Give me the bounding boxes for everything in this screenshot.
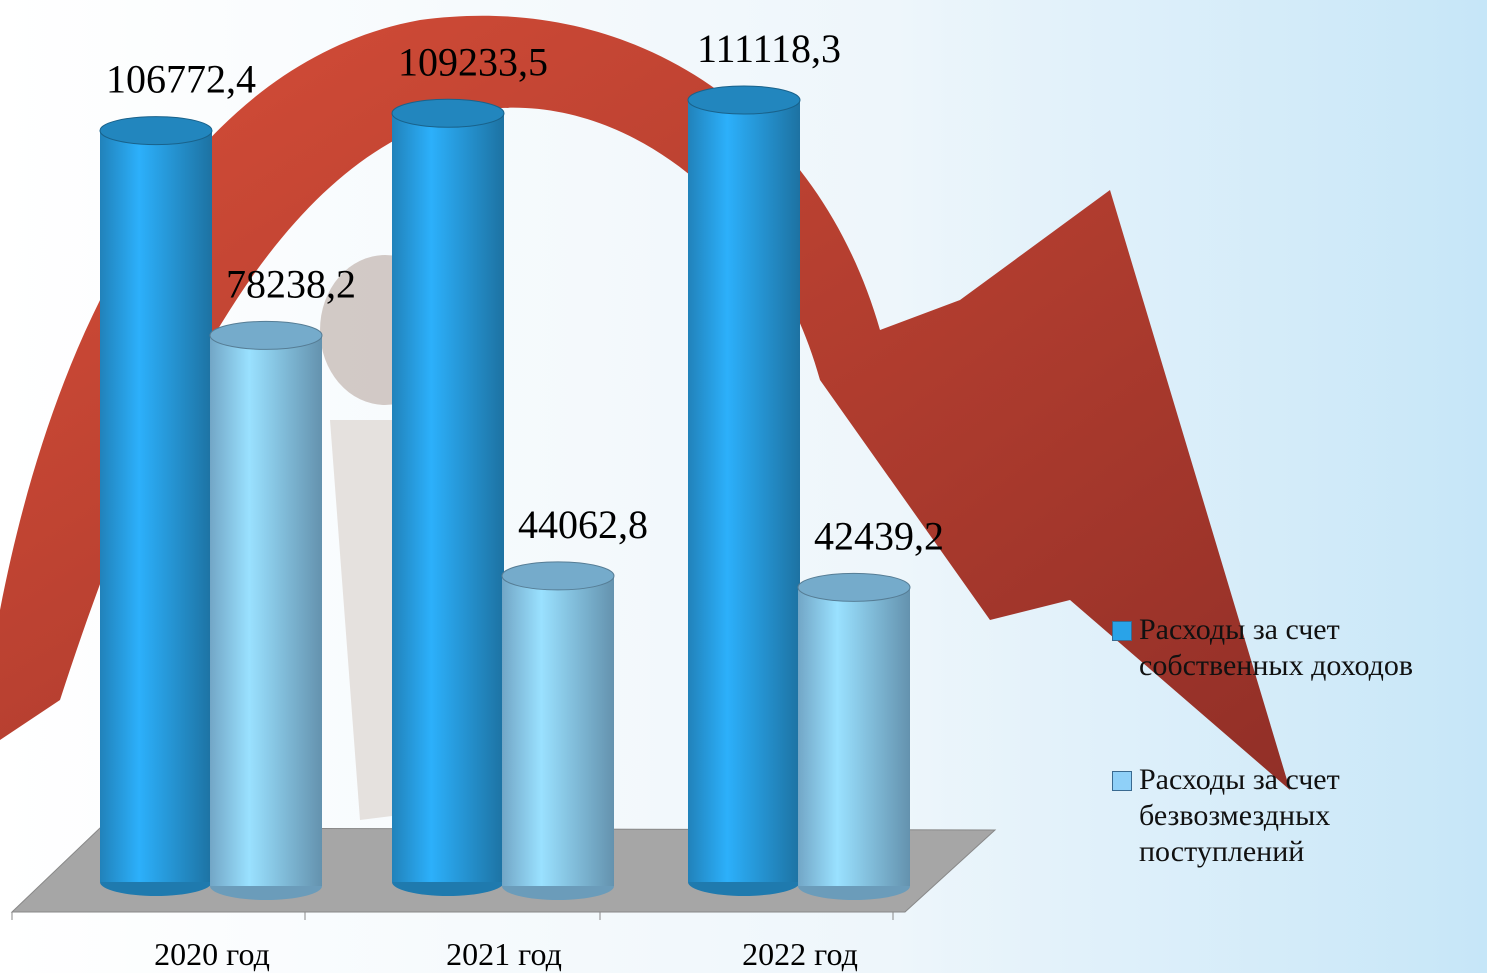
bar-top (391, 98, 505, 128)
bar-top (797, 572, 911, 602)
data-label: 111118,3 (697, 26, 841, 71)
bar-top (99, 116, 213, 146)
legend-item: Расходы за счет безвозмездных поступлени… (1112, 762, 1472, 870)
legend-swatch (1112, 771, 1132, 791)
x-tick-label: 2022 год (742, 936, 858, 972)
data-label: 109233,5 (398, 39, 548, 84)
bar (210, 335, 322, 887)
bar-top (209, 320, 323, 350)
bar (688, 100, 800, 882)
legend-label: Расходы за счет собственных доходов (1139, 613, 1414, 682)
legend-label: Расходы за счет безвозмездных поступлени… (1139, 763, 1340, 868)
bar (798, 587, 910, 886)
bar (392, 113, 504, 883)
bar (502, 575, 614, 886)
legend-item: Расходы за счет собственных доходов (1112, 612, 1472, 684)
data-label: 78238,2 (226, 261, 356, 306)
data-label: 42439,2 (814, 513, 944, 558)
x-tick-label: 2020 год (154, 936, 270, 972)
decor-arrow (0, 15, 1290, 791)
bar-top (501, 561, 615, 591)
x-tick-label: 2021 год (446, 936, 562, 972)
bar (100, 130, 212, 882)
data-label: 44062,8 (518, 502, 648, 547)
plot: 2020 год 2021 год 2022 год 106772,4 109233,5… (11, 26, 944, 972)
bar-top (687, 85, 801, 115)
legend-swatch (1112, 621, 1132, 641)
data-label: 106772,4 (106, 57, 256, 102)
